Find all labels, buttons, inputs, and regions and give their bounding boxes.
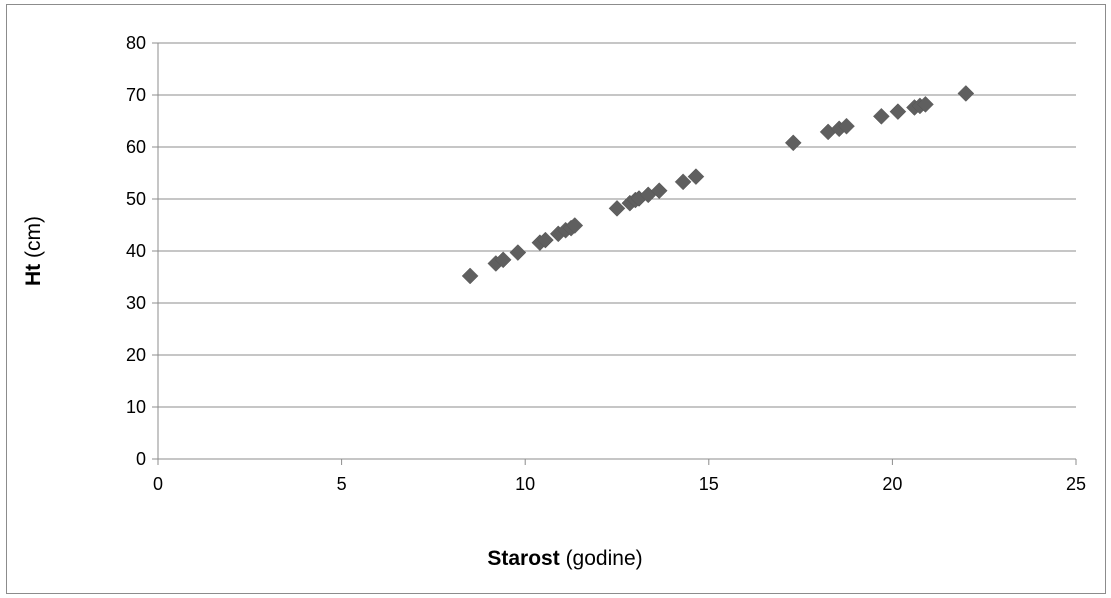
- x-tick-label-10: 10: [515, 474, 535, 494]
- y-tick-label-40: 40: [126, 241, 146, 261]
- data-point-21: [838, 117, 855, 135]
- x-axis-title-bold: Starost: [487, 547, 559, 570]
- x-tick-label-15: 15: [699, 474, 719, 494]
- x-tick-label-20: 20: [882, 474, 902, 494]
- scatter-chart: 0 10 20 30 40 50 60 70 80 0 5 10 15 20 25 Starost (god…: [22, 33, 1086, 570]
- x-axis-title: Starost (godine): [487, 547, 642, 570]
- y-axis-title: Ht (cm): [22, 216, 45, 286]
- axes: [152, 42, 1077, 465]
- data-point-9: [566, 217, 584, 234]
- data-point-17: [687, 168, 705, 185]
- data-point-16: [674, 173, 692, 191]
- data-point-27: [957, 85, 975, 102]
- x-tick-label-5: 5: [337, 474, 347, 494]
- y-tick-label-70: 70: [126, 85, 146, 105]
- data-point-0: [461, 267, 479, 285]
- y-tick-label-60: 60: [126, 137, 146, 157]
- gridlines: [158, 42, 1076, 408]
- x-axis-title-rest: (godine): [560, 547, 643, 570]
- y-tick-label-0: 0: [136, 449, 146, 469]
- data-point-22: [873, 107, 890, 125]
- y-tick-label-10: 10: [126, 397, 146, 417]
- chart-frame: 0 10 20 30 40 50 60 70 80 0 5 10 15 20 25 Starost (god…: [6, 4, 1106, 594]
- x-tick-label-0: 0: [153, 474, 163, 494]
- y-axis-title-bold: Ht: [22, 264, 45, 286]
- data-point-23: [889, 103, 907, 120]
- data-point-5: [537, 231, 554, 249]
- data-point-18: [784, 134, 802, 152]
- data-point-2: [494, 251, 512, 269]
- data-point-26: [917, 96, 934, 113]
- y-tick-label-20: 20: [126, 345, 146, 365]
- tick-labels: 0 10 20 30 40 50 60 70 80 0 5 10 15 20 25: [126, 33, 1086, 494]
- data-point-3: [509, 244, 527, 261]
- y-tick-label-80: 80: [126, 33, 146, 53]
- x-tick-label-25: 25: [1066, 474, 1086, 494]
- data-point-15: [650, 182, 668, 200]
- y-tick-label-50: 50: [126, 189, 146, 209]
- y-tick-label-30: 30: [126, 293, 146, 313]
- data-points: [461, 85, 975, 285]
- y-axis-title-rest: (cm): [22, 216, 45, 264]
- data-point-10: [608, 200, 626, 217]
